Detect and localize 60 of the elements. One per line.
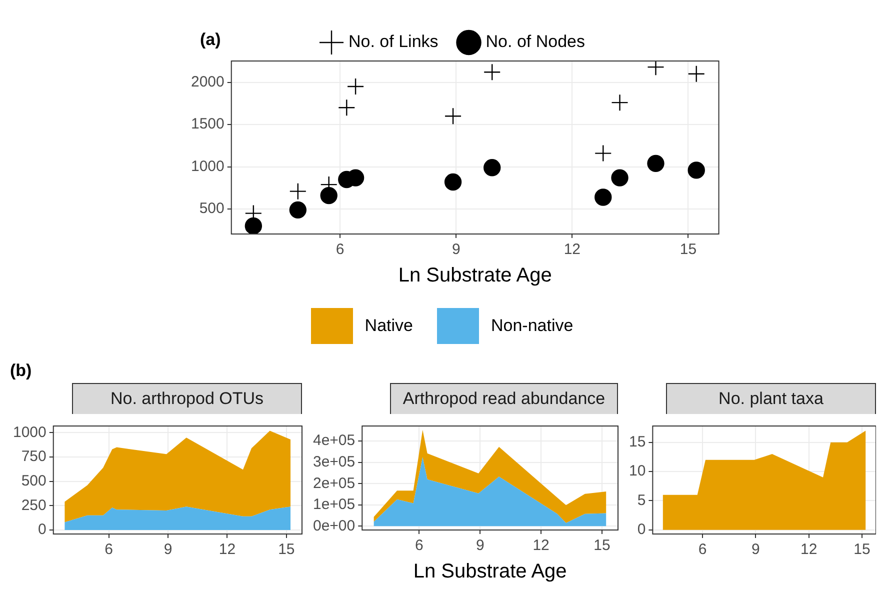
y-tick-label: 500: [199, 200, 224, 218]
x-tick-label: 15: [278, 541, 295, 558]
y-tick-label: 1e+05: [312, 496, 356, 514]
x-tick-label: 6: [336, 241, 344, 258]
x-axis-title: Ln Substrate Age: [398, 264, 552, 287]
x-tick-label: 6: [415, 537, 424, 554]
point: [346, 78, 364, 96]
point: [647, 154, 664, 172]
y-tick-label: 0: [637, 521, 646, 538]
point: [688, 65, 705, 82]
point: [688, 162, 705, 179]
legend-label: No. of Links: [348, 32, 438, 52]
x-tick-label: 6: [698, 541, 707, 558]
point: [289, 182, 307, 200]
point: [444, 108, 462, 125]
y-tick-label: 2000: [190, 73, 224, 90]
y-tick-label: 10: [628, 462, 646, 480]
x-tick-label: 15: [680, 241, 697, 258]
x-tick-label: 12: [800, 541, 818, 558]
x-tick-label: 9: [164, 541, 172, 558]
point: [338, 99, 356, 116]
y-tick-label: 5: [637, 492, 646, 509]
point: [611, 94, 628, 112]
point: [444, 173, 462, 191]
x-tick-label: 12: [532, 537, 550, 554]
point: [611, 169, 628, 186]
point: [244, 217, 262, 234]
y-tick-label: 4e+05: [312, 432, 356, 450]
y-tick-label: 0: [38, 521, 46, 538]
point: [320, 186, 338, 204]
x-tick-label: 15: [854, 541, 870, 558]
y-tick-label: 1000: [190, 158, 224, 175]
point: [484, 64, 501, 81]
point: [289, 201, 307, 219]
legend-label: Non-native: [490, 316, 574, 336]
y-tick-label: 1500: [190, 116, 224, 133]
legend-label: Native: [364, 316, 413, 336]
x-tick-label: 12: [564, 241, 581, 258]
x-tick-label: 9: [452, 241, 460, 258]
y-tick-label: 15: [628, 433, 646, 450]
y-tick-label: 750: [21, 448, 46, 466]
x-tick-label: 6: [104, 541, 113, 558]
point: [594, 144, 612, 162]
y-tick-label: 0e+00: [312, 517, 356, 534]
x-tick-label: 15: [594, 537, 610, 554]
y-tick-label: 500: [21, 472, 46, 490]
y-tick-label: 3e+05: [312, 454, 356, 471]
x-tick-label: 9: [751, 541, 760, 558]
legend-label: No. of Nodes: [486, 32, 586, 52]
point: [647, 61, 664, 76]
x-tick-label: 9: [476, 537, 484, 554]
text: (b): [10, 361, 32, 381]
y-tick-label: 1000: [12, 424, 46, 441]
x-tick-label: 12: [218, 541, 236, 558]
point: [484, 159, 501, 176]
y-tick-label: 2e+05: [312, 474, 356, 492]
y-tick-label: 250: [21, 496, 46, 514]
point: [594, 188, 612, 206]
text: (a): [200, 30, 221, 50]
x-axis-title: Ln Substrate Age: [413, 560, 567, 583]
